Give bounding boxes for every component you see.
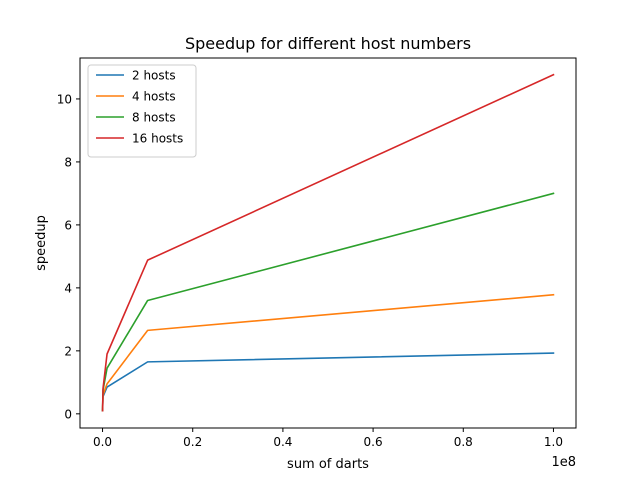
legend-label: 16 hosts <box>132 132 183 146</box>
series-line-3 <box>101 192 555 412</box>
y-tick-label: 10 <box>57 92 72 106</box>
x-tick-label: 0.0 <box>93 435 112 449</box>
y-tick-label: 6 <box>64 218 72 232</box>
y-axis-ticks: 0 2 4 6 8 10 <box>57 92 80 421</box>
x-tick-label: 0.8 <box>454 435 473 449</box>
x-tick-label: 0.4 <box>273 435 292 449</box>
series-line-1 <box>101 352 555 412</box>
y-tick-label: 8 <box>64 155 72 169</box>
plot-area <box>101 73 555 412</box>
x-axis-label: sum of darts <box>287 457 369 472</box>
axes-frame <box>79 57 577 429</box>
y-tick-label: 4 <box>64 281 72 295</box>
x-tick-label: 1.0 <box>544 435 563 449</box>
legend-label: 4 hosts <box>132 90 176 104</box>
y-tick-label: 2 <box>64 344 72 358</box>
chart-title: Speedup for different host numbers <box>185 34 471 53</box>
legend: 2 hosts 4 hosts 8 hosts 16 hosts <box>87 64 197 158</box>
legend-label: 2 hosts <box>132 69 176 83</box>
x-tick-label: 0.6 <box>364 435 383 449</box>
y-axis-label: speedup <box>34 215 49 271</box>
y-tick-label: 0 <box>64 407 72 421</box>
x-axis-ticks: 0.0 0.2 0.4 0.6 0.8 1.0 <box>93 428 563 449</box>
x-tick-label: 0.2 <box>183 435 202 449</box>
x-axis-offset-label: 1e8 <box>551 455 576 470</box>
series-line-4 <box>101 73 555 412</box>
series-line-2 <box>101 293 555 412</box>
legend-label: 8 hosts <box>132 111 176 125</box>
legend-box <box>87 64 197 158</box>
